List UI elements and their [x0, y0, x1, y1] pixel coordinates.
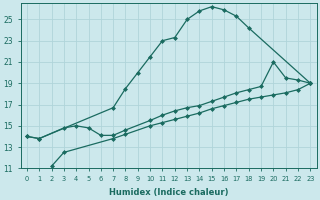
X-axis label: Humidex (Indice chaleur): Humidex (Indice chaleur): [109, 188, 228, 197]
